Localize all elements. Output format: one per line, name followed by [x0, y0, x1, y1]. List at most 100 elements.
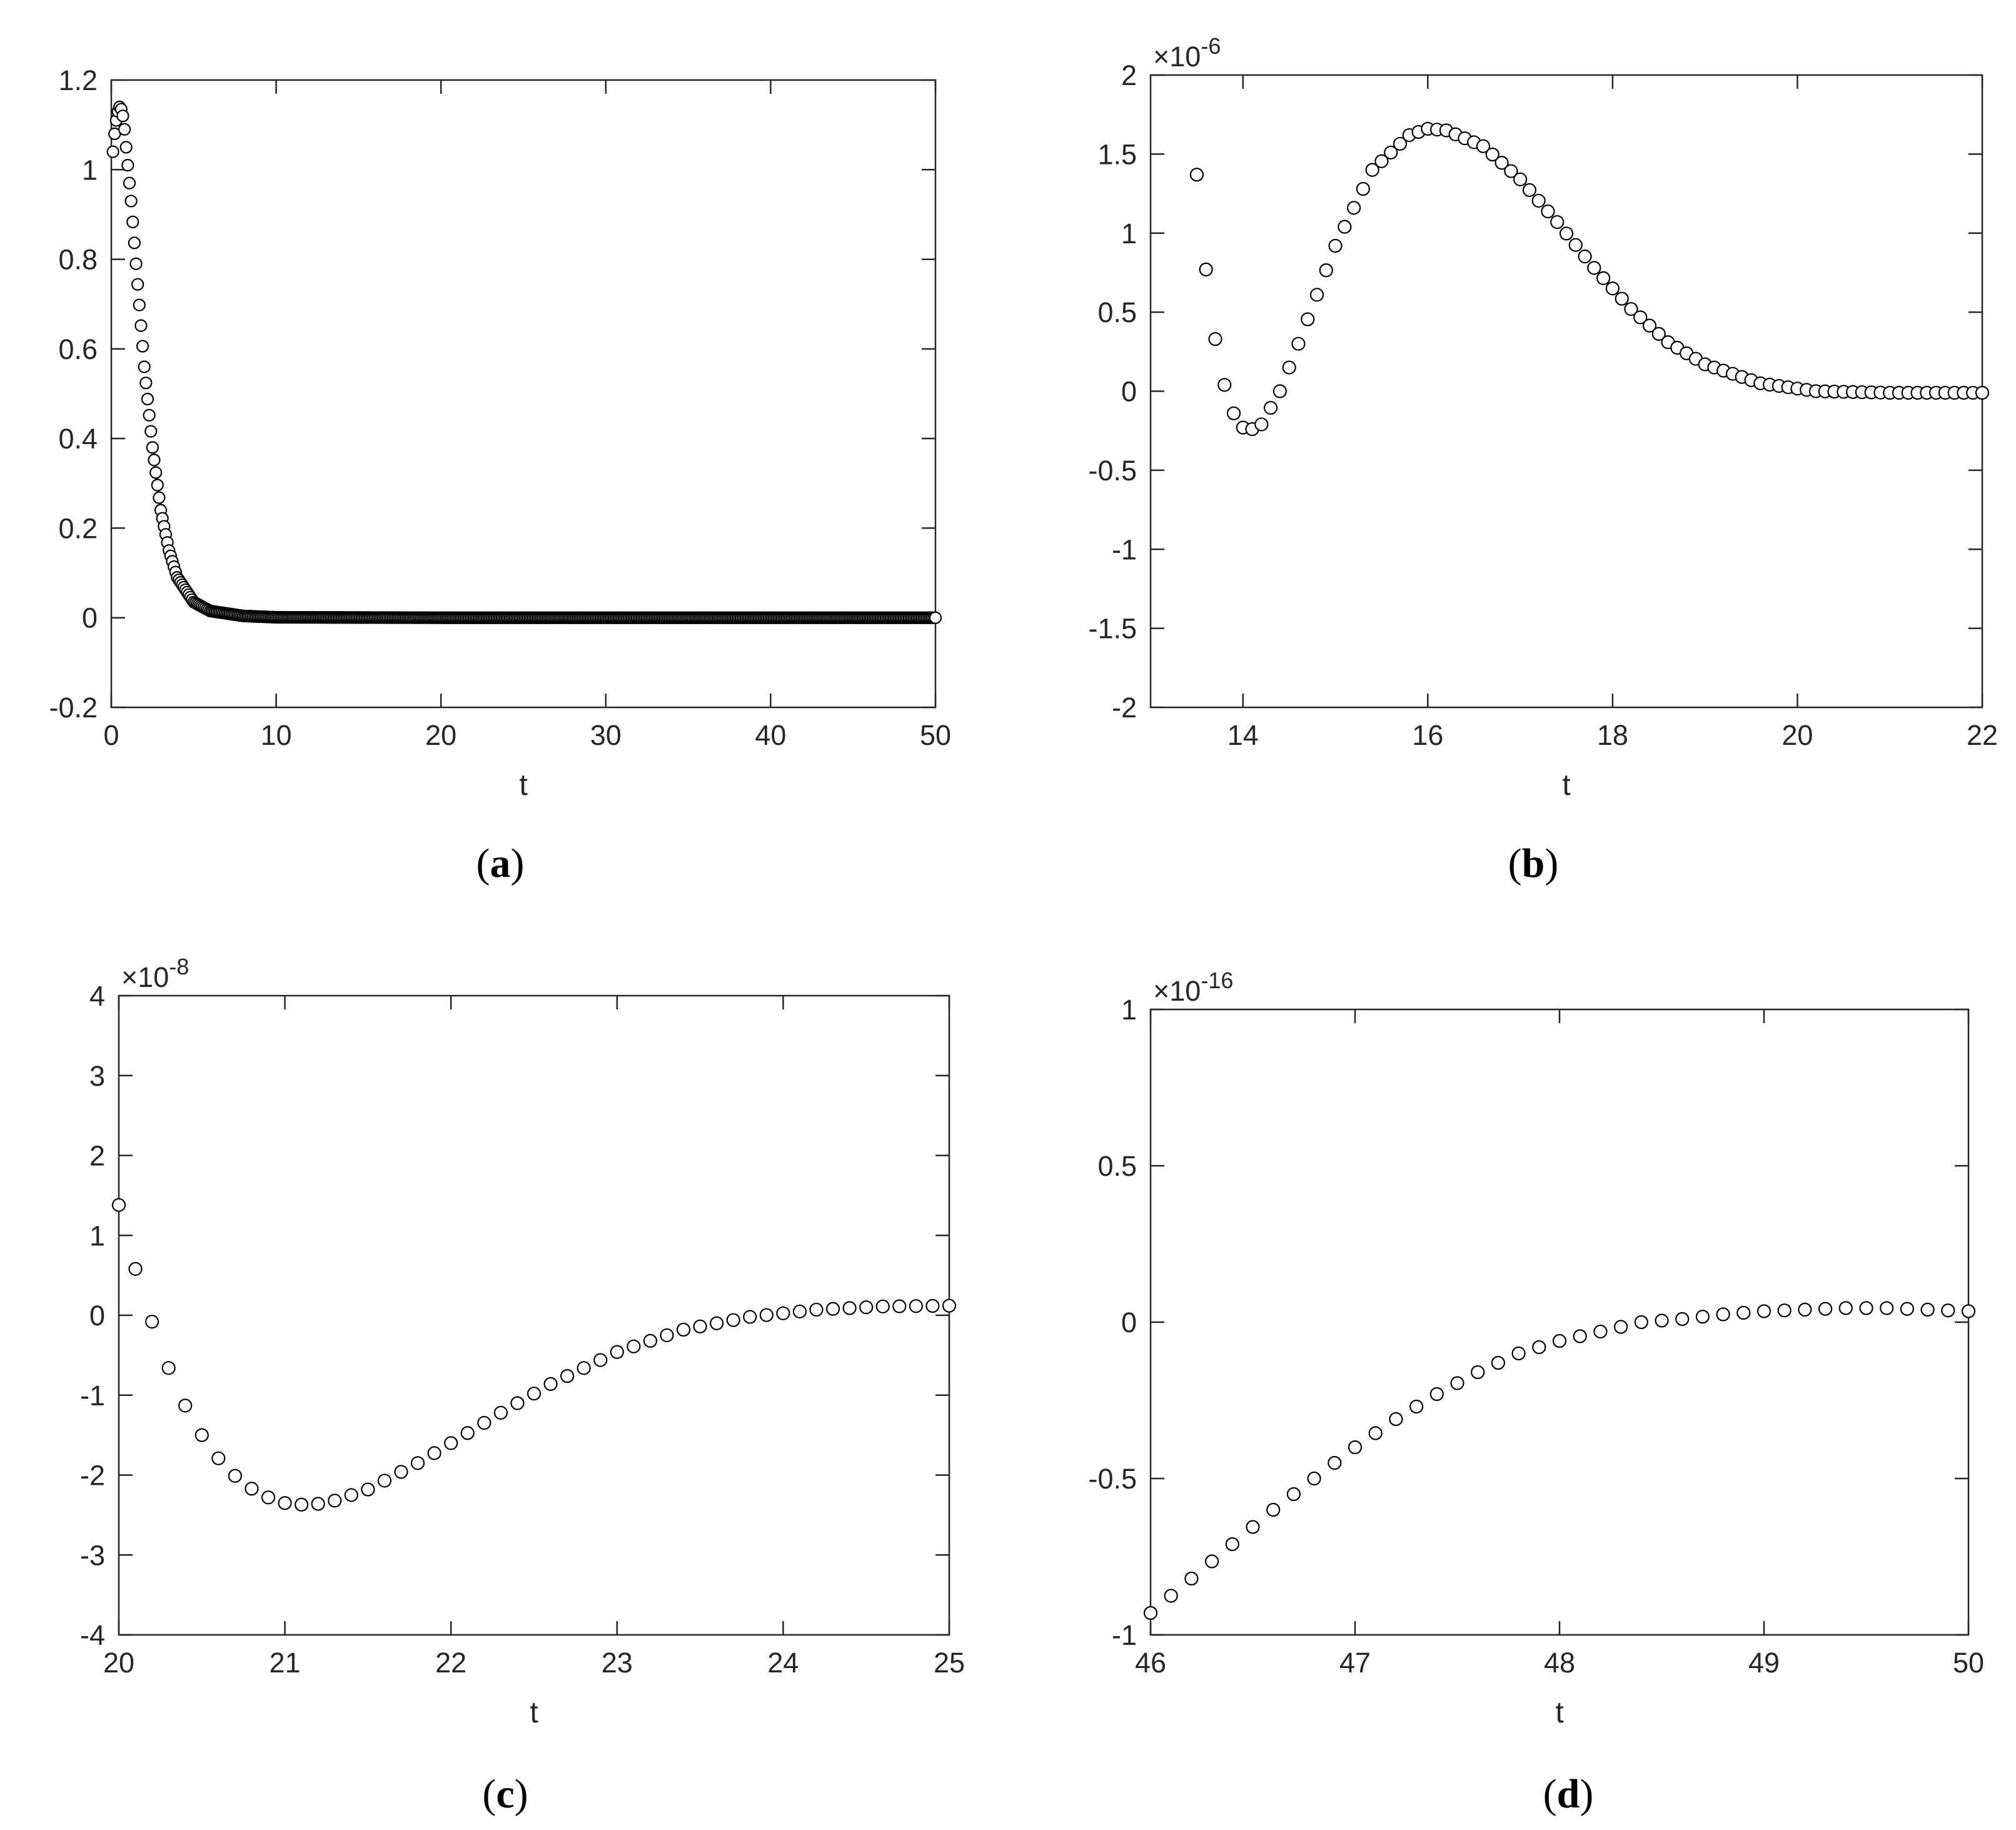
data-point-a	[148, 453, 161, 467]
data-point-c	[776, 1306, 790, 1320]
data-point-b	[1328, 238, 1343, 253]
y-tick-label-a: 1	[82, 154, 98, 186]
data-point-a	[929, 611, 942, 624]
x-tick-label-b: 16	[1412, 719, 1443, 751]
y-tick-label-d: -1	[1112, 1619, 1137, 1651]
data-point-c	[875, 1299, 890, 1314]
x-tick-label-a: 10	[261, 719, 292, 751]
data-point-c	[427, 1446, 441, 1460]
data-point-c	[610, 1345, 624, 1359]
data-point-b	[1189, 168, 1204, 182]
data-point-b	[1494, 156, 1509, 170]
x-tick-label-a: 20	[425, 719, 456, 751]
y-tick-label-a: 0.8	[58, 244, 98, 276]
data-point-c	[842, 1301, 857, 1315]
data-point-b	[1559, 226, 1574, 241]
data-point-b	[1513, 172, 1528, 186]
data-point-c	[178, 1398, 193, 1413]
x-axis-label-d: t	[1555, 1696, 1563, 1729]
data-point-a	[144, 425, 158, 438]
data-point-c	[643, 1333, 658, 1348]
y-tick-label-c: -2	[80, 1460, 105, 1492]
data-point-c	[211, 1451, 226, 1465]
data-point-c	[726, 1313, 740, 1327]
data-point-b	[1615, 291, 1629, 306]
data-point-d	[1471, 1365, 1485, 1380]
data-point-b	[1568, 238, 1583, 252]
data-point-a	[106, 145, 119, 158]
data-point-b	[1633, 310, 1648, 325]
data-point-c	[676, 1322, 691, 1337]
data-point-c	[328, 1494, 342, 1508]
y-tick-label-c: 2	[89, 1140, 105, 1172]
data-point-c	[859, 1300, 874, 1315]
data-point-d	[1675, 1312, 1690, 1327]
caption-d: (d)	[1543, 1771, 1594, 1817]
data-point-b	[1338, 220, 1352, 234]
data-point-c	[560, 1368, 575, 1383]
data-point-c	[743, 1310, 757, 1324]
y-tick-label-a: 0.4	[58, 423, 98, 455]
data-point-d	[1143, 1605, 1158, 1620]
x-tick-label-d: 50	[1953, 1647, 1984, 1679]
data-point-d	[1756, 1304, 1772, 1318]
data-point-d	[1552, 1333, 1567, 1348]
data-point-b	[1596, 271, 1611, 285]
y-tick-label-d: 0	[1121, 1307, 1137, 1338]
data-point-b	[1522, 183, 1536, 197]
data-point-b	[1504, 164, 1518, 178]
data-point-a	[124, 195, 138, 208]
data-point-a	[129, 257, 143, 270]
y-tick-label-a: -0.2	[49, 692, 98, 724]
data-point-d	[1900, 1302, 1914, 1316]
data-point-c	[660, 1328, 674, 1343]
data-point-b	[1282, 360, 1296, 375]
data-point-c	[161, 1361, 176, 1375]
x-tick-label-d: 46	[1135, 1647, 1166, 1679]
data-point-c	[510, 1396, 525, 1410]
data-point-c	[909, 1299, 923, 1313]
x-tick-label-b: 14	[1227, 719, 1259, 751]
y-tick-label-c: -1	[80, 1380, 105, 1412]
x-tick-label-a: 30	[590, 719, 622, 751]
data-point-b	[1541, 204, 1555, 219]
plot-area-c	[118, 994, 950, 1636]
data-point-b	[1208, 331, 1222, 346]
x-tick-label-a: 50	[920, 719, 951, 751]
data-point-d	[1838, 1301, 1853, 1315]
x-tick-label-b: 18	[1597, 719, 1628, 751]
data-point-b	[1254, 417, 1269, 432]
data-point-c	[477, 1415, 491, 1430]
data-point-c	[593, 1353, 608, 1367]
caption-a: (a)	[476, 841, 525, 886]
data-point-d	[1634, 1315, 1648, 1330]
data-point-a	[119, 141, 133, 154]
data-point-d	[1798, 1302, 1812, 1317]
y-tick-label-a: 0	[82, 602, 98, 634]
data-point-b	[1642, 318, 1657, 333]
data-point-c	[344, 1488, 358, 1502]
caption-a-letter: a	[490, 841, 511, 886]
data-point-b	[1319, 263, 1333, 278]
panel-a-chart: 0 10 20 30 40 50-0.200.20.40.60.811.2t	[49, 64, 951, 802]
data-point-c	[792, 1304, 807, 1319]
data-point-c	[444, 1436, 458, 1450]
data-point-b	[1301, 312, 1315, 326]
data-point-b	[1587, 261, 1601, 275]
data-point-d	[1368, 1426, 1383, 1440]
data-point-c	[145, 1315, 159, 1329]
data-point-d	[1716, 1307, 1730, 1322]
data-point-a	[128, 236, 141, 250]
data-point-d	[1409, 1399, 1424, 1414]
data-point-b	[1531, 193, 1546, 208]
x-tick-label-a: 0	[103, 719, 119, 751]
data-point-b	[1605, 281, 1620, 296]
data-point-a	[131, 278, 144, 291]
data-point-b	[1356, 181, 1370, 196]
data-point-d	[1328, 1455, 1342, 1470]
data-point-a	[126, 215, 139, 228]
data-point-d	[1614, 1320, 1628, 1334]
data-point-d	[1736, 1305, 1751, 1320]
